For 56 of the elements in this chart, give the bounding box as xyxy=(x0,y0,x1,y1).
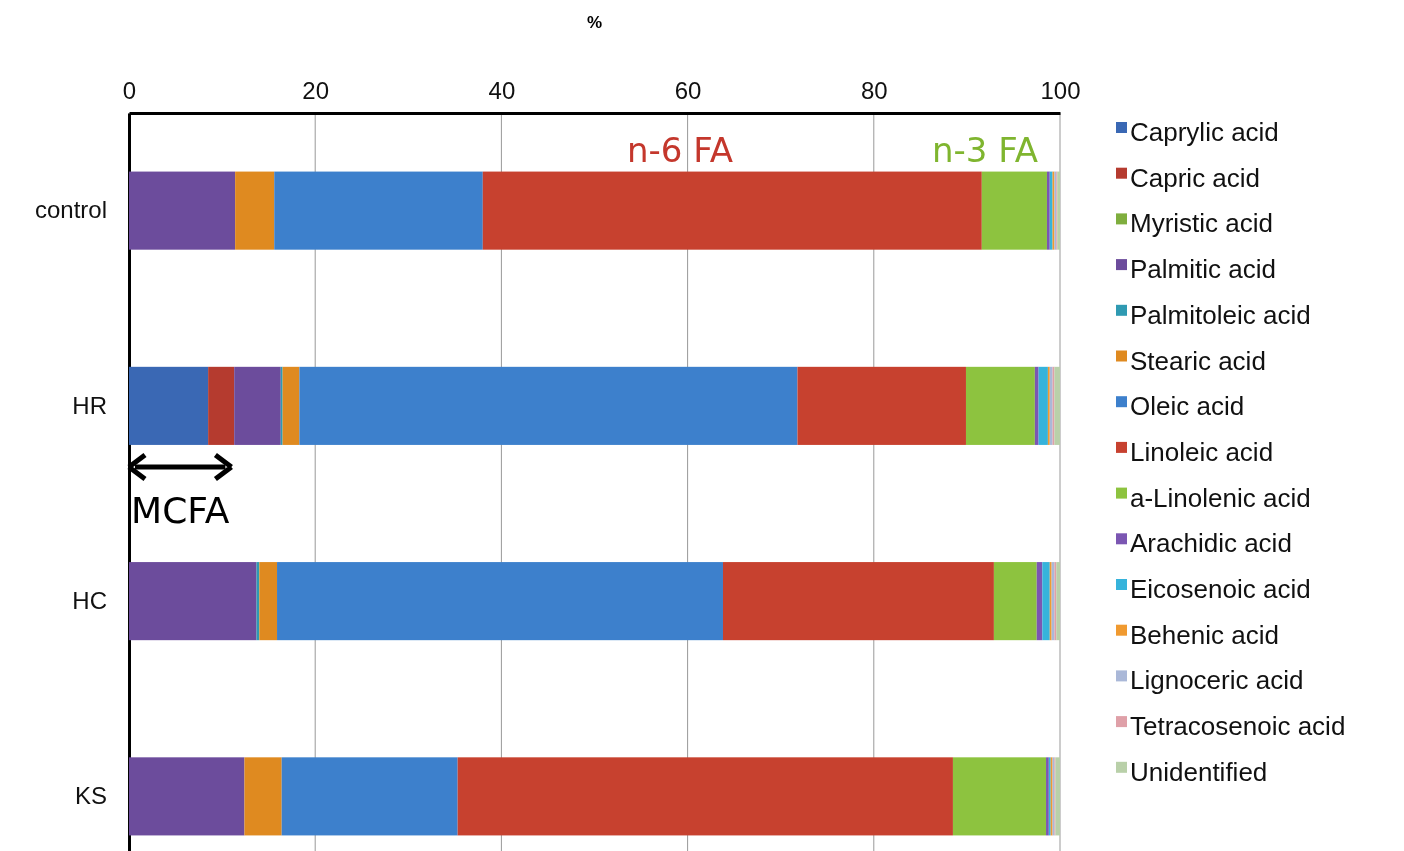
y-tick-label: control xyxy=(34,196,107,224)
legend-label: a-Linolenic acid xyxy=(1130,482,1311,513)
bar xyxy=(282,366,300,445)
bar xyxy=(1055,757,1060,836)
x-tick-label: 0 xyxy=(122,77,137,104)
bar xyxy=(722,562,994,641)
legend-label: Behenic acid xyxy=(1130,619,1279,650)
bar xyxy=(299,366,798,445)
bar xyxy=(244,757,282,836)
annotation: MCFA xyxy=(131,489,230,531)
x-tick-label: 60 xyxy=(674,77,702,104)
legend-label: Palmitic acid xyxy=(1130,254,1276,285)
legend-label: Capric acid xyxy=(1130,162,1261,193)
bar xyxy=(129,171,236,250)
x-tick-label: 20 xyxy=(302,77,330,104)
legend-label: Palmitoleic acid xyxy=(1130,299,1311,330)
bar xyxy=(981,171,1047,250)
legend-label: Myristic acid xyxy=(1130,208,1274,239)
y-tick-label: HC xyxy=(72,586,107,614)
bar xyxy=(259,562,278,641)
legend-label: Linoleic acid xyxy=(1130,436,1274,467)
y-tick-label: KS xyxy=(74,782,107,810)
annotation: n-3 FA xyxy=(932,129,1038,170)
bar xyxy=(482,171,982,250)
legend-label: Unidentified xyxy=(1130,756,1268,787)
bar xyxy=(965,366,1035,445)
bar xyxy=(208,366,235,445)
legend-label: Arachidic acid xyxy=(1130,528,1292,559)
bar xyxy=(797,366,966,445)
bar xyxy=(1042,562,1050,641)
bar xyxy=(993,562,1037,641)
bar xyxy=(129,366,209,445)
bar xyxy=(129,562,257,641)
y-tick-label: HR xyxy=(72,391,107,419)
bar xyxy=(457,757,953,836)
bar xyxy=(281,757,458,836)
bar xyxy=(1038,366,1048,445)
annotation: n-6 FA xyxy=(627,129,733,170)
x-tick-label: 100 xyxy=(1040,77,1081,104)
bar xyxy=(274,171,483,250)
x-tick-label: 40 xyxy=(488,77,516,104)
bar xyxy=(1034,366,1039,445)
legend-label: Stearic acid xyxy=(1130,345,1266,376)
bar xyxy=(1054,366,1060,445)
bar xyxy=(129,757,245,836)
legend-label: Eicosenoic acid xyxy=(1130,574,1311,604)
x-tick-label: 80 xyxy=(860,77,888,104)
x-axis-title: % xyxy=(586,13,603,32)
bar xyxy=(277,562,723,641)
legend-label: Caprylic acid xyxy=(1130,117,1279,147)
bar xyxy=(234,366,281,445)
legend-label: Tetracosenoic acid xyxy=(1130,711,1346,742)
legend-label: Lignoceric acid xyxy=(1130,665,1304,696)
bar xyxy=(235,171,275,250)
bar xyxy=(952,757,1047,836)
legend-label: Oleic acid xyxy=(1130,391,1245,422)
